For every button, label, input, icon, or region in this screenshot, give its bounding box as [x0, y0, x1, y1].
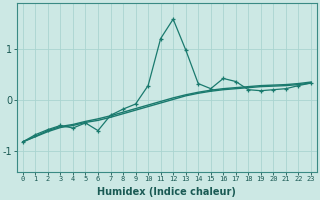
X-axis label: Humidex (Indice chaleur): Humidex (Indice chaleur) — [98, 187, 236, 197]
